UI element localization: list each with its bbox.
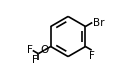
Text: F: F [32,55,38,65]
Text: F: F [27,45,32,55]
Text: F: F [89,51,95,61]
Text: O: O [40,45,49,55]
Text: Br: Br [93,18,104,28]
